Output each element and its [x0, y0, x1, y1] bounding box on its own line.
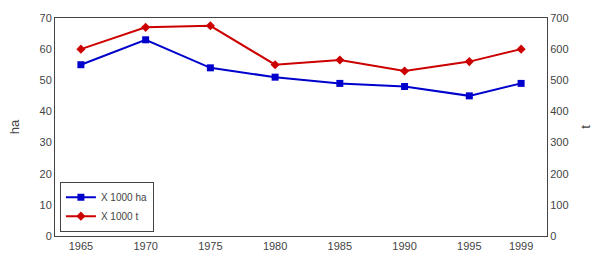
- svg-text:300: 300: [550, 136, 568, 148]
- svg-text:X 1000 t: X 1000 t: [101, 211, 138, 222]
- svg-text:X 1000 ha: X 1000 ha: [101, 192, 147, 203]
- svg-text:20: 20: [40, 168, 52, 180]
- svg-text:1995: 1995: [457, 240, 481, 252]
- svg-text:1975: 1975: [198, 240, 222, 252]
- svg-text:500: 500: [550, 74, 568, 86]
- svg-text:600: 600: [550, 43, 568, 55]
- svg-text:400: 400: [550, 105, 568, 117]
- svg-text:1990: 1990: [392, 240, 416, 252]
- svg-text:1970: 1970: [133, 240, 157, 252]
- svg-text:1965: 1965: [69, 240, 93, 252]
- svg-text:70: 70: [40, 12, 52, 24]
- svg-text:ha: ha: [7, 119, 22, 134]
- svg-text:700: 700: [550, 12, 568, 24]
- svg-text:1999: 1999: [509, 240, 533, 252]
- svg-text:0: 0: [46, 230, 52, 242]
- svg-text:0: 0: [550, 230, 556, 242]
- svg-text:1980: 1980: [263, 240, 287, 252]
- svg-text:60: 60: [40, 43, 52, 55]
- svg-text:40: 40: [40, 105, 52, 117]
- svg-text:50: 50: [40, 74, 52, 86]
- svg-text:1985: 1985: [328, 240, 352, 252]
- svg-text:t: t: [578, 125, 593, 129]
- svg-text:100: 100: [550, 199, 568, 211]
- svg-text:30: 30: [40, 136, 52, 148]
- svg-text:10: 10: [40, 199, 52, 211]
- svg-text:200: 200: [550, 168, 568, 180]
